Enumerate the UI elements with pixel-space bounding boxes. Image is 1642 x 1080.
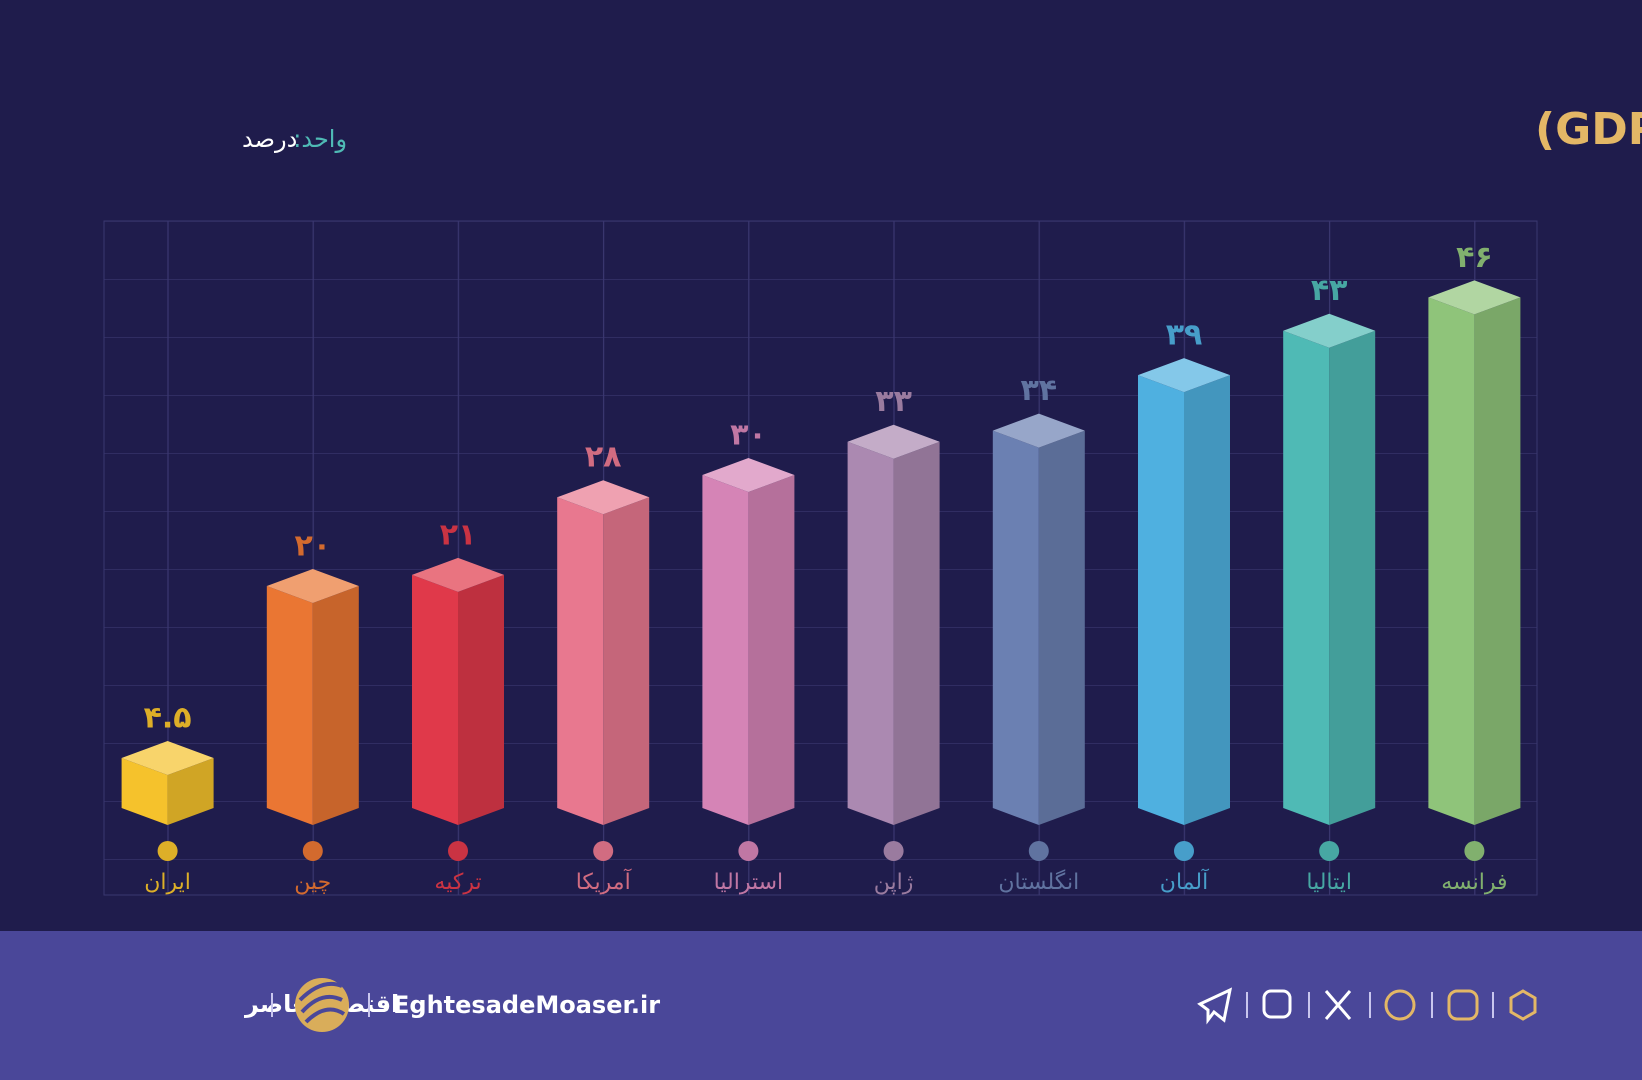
value-label: ۳۰ bbox=[730, 418, 767, 453]
legend-dot bbox=[1464, 841, 1485, 861]
bar-right-face bbox=[1474, 297, 1521, 825]
bar bbox=[1138, 358, 1230, 825]
legend-dot bbox=[1319, 841, 1340, 861]
bar-left-face bbox=[412, 574, 458, 825]
legend-dot bbox=[593, 841, 614, 861]
bar-left-face bbox=[557, 497, 604, 825]
bar-left-face bbox=[702, 475, 749, 825]
footer bbox=[0, 931, 1642, 1080]
bar-left-face bbox=[121, 758, 168, 825]
bar-right-face bbox=[1038, 430, 1085, 825]
bar-left-face bbox=[1138, 375, 1184, 825]
bar-top-face bbox=[121, 741, 214, 776]
bar-left-face bbox=[992, 430, 1039, 825]
bar-right-face bbox=[167, 758, 214, 825]
social-icons bbox=[1197, 987, 1537, 1025]
x-tick-label: آلمان bbox=[1160, 868, 1209, 895]
x-tick-label: انگلستان bbox=[998, 869, 1079, 895]
bar-top-face bbox=[1138, 358, 1230, 393]
bar-top-face bbox=[412, 557, 504, 592]
bar bbox=[412, 557, 504, 825]
bar-left-face bbox=[1428, 297, 1475, 825]
icon[interactable] bbox=[1384, 989, 1416, 1021]
value-label: ۳۴ bbox=[1020, 373, 1057, 408]
site[interactable]: EghtesadeMoaser.ir bbox=[393, 991, 660, 1019]
bar-top-face bbox=[992, 413, 1085, 448]
unit-value: درصد bbox=[242, 125, 297, 153]
value-label: ۳۳ bbox=[875, 384, 912, 419]
x-tick-label: ژاپن bbox=[874, 870, 914, 895]
chart-title: نسبت درآمدهای مالیاتی به تولید ناخالص دا… bbox=[1535, 101, 1642, 155]
bar-right-face bbox=[458, 574, 504, 825]
bar-right-face bbox=[312, 586, 359, 825]
value-label: ۴۳ bbox=[1311, 273, 1348, 308]
icon[interactable] bbox=[1509, 989, 1537, 1021]
bar bbox=[702, 458, 795, 825]
bar-left-face bbox=[1283, 330, 1330, 825]
bar-top-face bbox=[1428, 280, 1521, 315]
x-tick-label: فرانسه bbox=[1441, 870, 1507, 895]
bar bbox=[1283, 313, 1376, 825]
legend-dot bbox=[738, 841, 759, 861]
value-label: ۴.۵ bbox=[144, 701, 192, 736]
value-label: ۲۰ bbox=[294, 529, 331, 564]
bar-top-face bbox=[702, 458, 795, 492]
x-tick-label: استرالیا bbox=[714, 870, 783, 895]
bar bbox=[992, 413, 1085, 825]
bar-right-face bbox=[893, 441, 940, 825]
logo-mark bbox=[298, 981, 346, 1024]
value-label: ۳۹ bbox=[1166, 318, 1203, 353]
telegram-icon[interactable] bbox=[1197, 987, 1233, 1025]
x-tick-label: ترکیه bbox=[434, 870, 481, 895]
bar bbox=[1428, 280, 1521, 825]
x-tick-label: آمریکا bbox=[576, 868, 632, 895]
bar-right-face bbox=[748, 475, 795, 825]
value-label: ۲۱ bbox=[440, 517, 477, 552]
bar-right-face bbox=[1329, 330, 1376, 825]
legend-dot bbox=[1174, 841, 1194, 861]
value-label: ۲۸ bbox=[585, 440, 622, 475]
bar bbox=[557, 480, 650, 825]
x-tick-label: ایران bbox=[144, 870, 191, 895]
bars: ۴.۵ ایران ۲۰ چین ۲۱ ترکیه ۲۸ آمریکا ۳۰ استرالیا ۳۳… bbox=[121, 240, 1521, 895]
bar-top-face bbox=[266, 569, 359, 603]
bar-right-face bbox=[1184, 375, 1230, 825]
unit: واحد:درصد bbox=[242, 125, 347, 153]
legend-dot bbox=[1028, 841, 1049, 861]
legend-dot bbox=[883, 841, 904, 861]
bar-left-face bbox=[266, 586, 313, 825]
bar-right-face bbox=[603, 497, 650, 825]
bar bbox=[266, 569, 359, 825]
bar-top-face bbox=[1283, 313, 1376, 348]
bar-top-face bbox=[847, 424, 940, 459]
legend-dot bbox=[302, 841, 323, 861]
instagram-icon[interactable] bbox=[1262, 989, 1292, 1019]
unit-label: واحد: bbox=[293, 125, 347, 153]
value-label: ۴۶ bbox=[1456, 240, 1493, 275]
bar bbox=[847, 424, 940, 825]
bar-top-face bbox=[557, 480, 650, 515]
bar-left-face bbox=[847, 441, 894, 825]
icon[interactable] bbox=[1447, 989, 1479, 1021]
legend-dot bbox=[448, 841, 468, 861]
x-tick-label: چین bbox=[294, 870, 331, 895]
bar bbox=[121, 741, 214, 825]
x-tick-label: ایتالیا bbox=[1306, 870, 1352, 895]
x-icon[interactable] bbox=[1324, 990, 1352, 1020]
legend-dot bbox=[157, 841, 178, 861]
